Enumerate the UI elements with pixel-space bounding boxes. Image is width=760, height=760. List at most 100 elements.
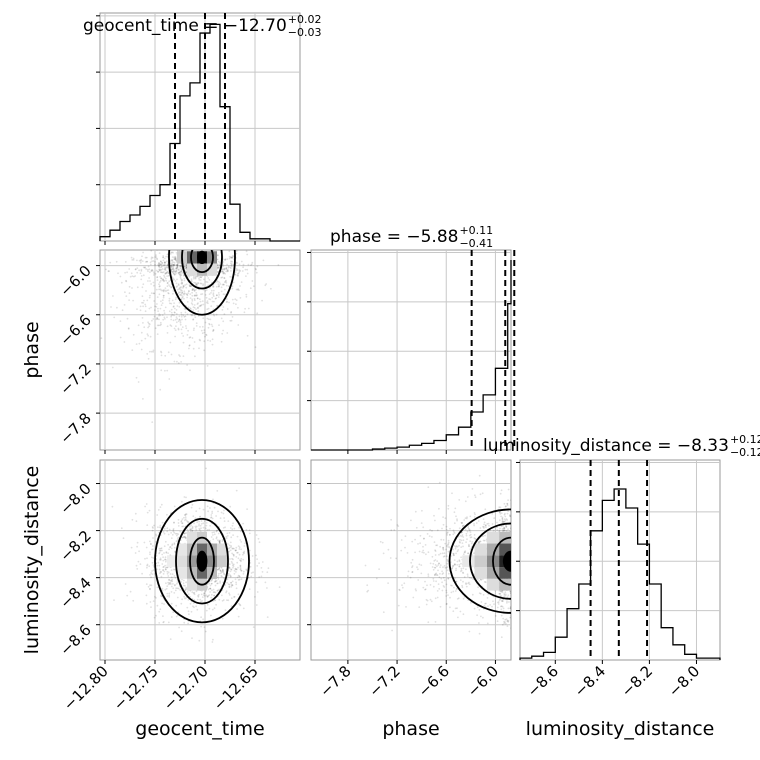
scatter-point: [157, 561, 160, 564]
scatter-point: [221, 570, 224, 572]
scatter-point: [278, 586, 281, 588]
scatter-point: [212, 538, 215, 541]
scatter-point: [501, 518, 504, 520]
scatter-point: [222, 599, 225, 601]
scatter-point: [464, 500, 467, 503]
scatter-point: [264, 284, 267, 287]
density-block: [197, 567, 207, 579]
scatter-point: [170, 569, 173, 571]
scatter-point: [236, 262, 238, 264]
scatter-point: [224, 259, 227, 261]
scatter-point: [193, 606, 195, 609]
scatter-point: [149, 263, 152, 266]
scatter-point: [222, 272, 225, 275]
scatter-point: [230, 260, 232, 263]
scatter-point: [220, 566, 223, 569]
scatter-point: [469, 536, 472, 539]
scatter-point: [155, 269, 158, 272]
scatter-point: [227, 599, 230, 602]
scatter-point: [227, 265, 230, 268]
scatter-point: [501, 517, 504, 520]
scatter-point: [492, 600, 494, 603]
scatter-point: [243, 545, 246, 547]
scatter-point: [506, 600, 508, 603]
scatter-point: [492, 529, 495, 532]
scatter-point: [231, 552, 234, 555]
scatter-point: [176, 244, 178, 246]
scatter-point: [516, 520, 518, 522]
scatter-point: [211, 325, 214, 328]
scatter-point: [170, 318, 173, 321]
scatter-point: [429, 584, 432, 586]
scatter-point: [478, 592, 481, 595]
scatter-point: [158, 549, 161, 552]
scatter-point: [426, 584, 428, 587]
scatter-point: [225, 270, 228, 273]
scatter-point: [189, 336, 192, 339]
scatter-point: [202, 283, 205, 286]
scatter-point: [156, 318, 159, 320]
scatter-point: [525, 598, 527, 600]
scatter-point: [149, 540, 151, 543]
scatter-point: [447, 550, 450, 553]
scatter-point: [178, 271, 181, 274]
scatter-point: [176, 581, 179, 583]
scatter-point: [484, 602, 486, 605]
panel-phase-hist: [310, 249, 512, 451]
scatter-point: [136, 259, 138, 262]
scatter-point: [225, 284, 228, 287]
scatter-point: [170, 259, 173, 261]
scatter-point: [447, 507, 450, 510]
scatter-point: [506, 502, 509, 505]
scatter-point: [228, 583, 231, 586]
scatter-point: [169, 546, 171, 549]
scatter-point: [182, 314, 185, 317]
scatter-point: [151, 268, 153, 271]
scatter-point: [161, 299, 164, 302]
scatter-point: [506, 601, 508, 604]
scatter-point: [132, 299, 135, 302]
scatter-point: [145, 546, 148, 549]
scatter-point: [254, 346, 257, 349]
scatter-point: [217, 296, 220, 298]
scatter-point: [532, 545, 534, 547]
scatter-point: [220, 571, 223, 574]
scatter-point: [160, 266, 163, 269]
scatter-point: [460, 567, 463, 570]
scatter-point: [240, 260, 243, 263]
scatter-point: [162, 289, 164, 292]
scatter-point: [136, 541, 139, 544]
scatter-point: [518, 613, 520, 615]
scatter-point: [185, 327, 188, 330]
scatter-point: [444, 542, 447, 545]
scatter-point: [158, 318, 160, 321]
scatter-point: [477, 540, 480, 543]
scatter-point: [163, 271, 165, 273]
scatter-point: [447, 539, 450, 542]
scatter-point: [414, 588, 417, 590]
scatter-point: [160, 277, 163, 280]
scatter-point: [198, 347, 200, 350]
scatter-point: [158, 622, 161, 624]
scatter-point: [167, 533, 170, 536]
scatter-point: [124, 261, 127, 263]
scatter-point: [195, 529, 198, 531]
scatter-point: [184, 514, 187, 517]
scatter-point: [159, 321, 162, 324]
scatter-point: [480, 615, 482, 618]
scatter-point: [219, 572, 222, 575]
scatter-point: [521, 575, 523, 577]
scatter-point: [185, 263, 188, 266]
scatter-point: [514, 579, 516, 581]
scatter-point: [175, 269, 178, 271]
scatter-point: [223, 277, 226, 279]
scatter-point: [159, 268, 162, 271]
scatter-point: [130, 256, 133, 259]
scatter-point: [244, 268, 247, 271]
scatter-point: [157, 509, 160, 511]
scatter-point: [136, 545, 139, 548]
scatter-point: [173, 543, 176, 546]
scatter-point: [160, 260, 162, 263]
scatter-point: [212, 313, 215, 316]
scatter-point: [210, 292, 212, 294]
